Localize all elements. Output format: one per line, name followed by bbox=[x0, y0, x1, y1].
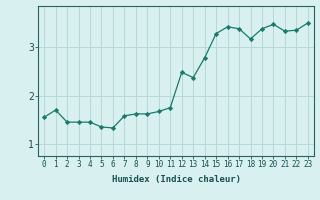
X-axis label: Humidex (Indice chaleur): Humidex (Indice chaleur) bbox=[111, 175, 241, 184]
